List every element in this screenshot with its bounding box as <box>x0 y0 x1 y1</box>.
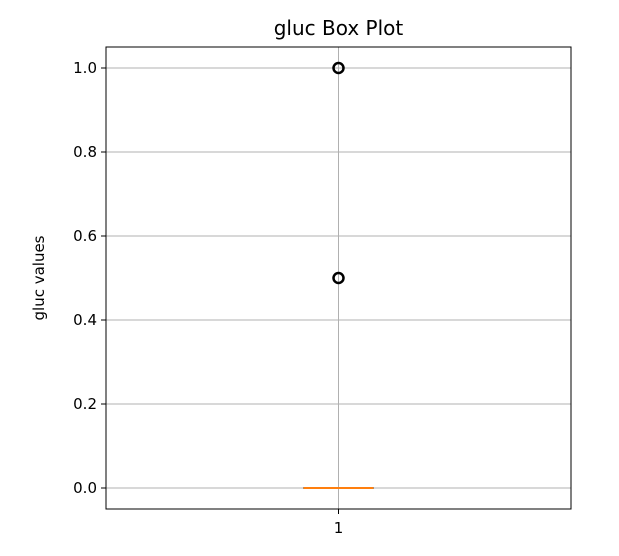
y-tick-label: 1.0 <box>73 59 97 77</box>
y-tick-label: 0.4 <box>73 311 97 329</box>
y-tick-label: 0.0 <box>73 479 97 497</box>
axes-layer: 0.0 0.2 0.4 0.6 0.8 1.0 1 <box>73 59 343 537</box>
y-tick-label: 0.6 <box>73 227 97 245</box>
y-tick-label: 0.2 <box>73 395 97 413</box>
y-tick-label: 0.8 <box>73 143 97 161</box>
x-tick-label: 1 <box>334 519 344 537</box>
grid-layer <box>106 47 571 509</box>
outlier-point <box>332 271 345 285</box>
chart-title: gluc Box Plot <box>274 16 404 40</box>
y-axis-label: gluc values <box>30 235 48 320</box>
marks-layer <box>303 61 374 489</box>
outlier-point <box>332 61 345 75</box>
